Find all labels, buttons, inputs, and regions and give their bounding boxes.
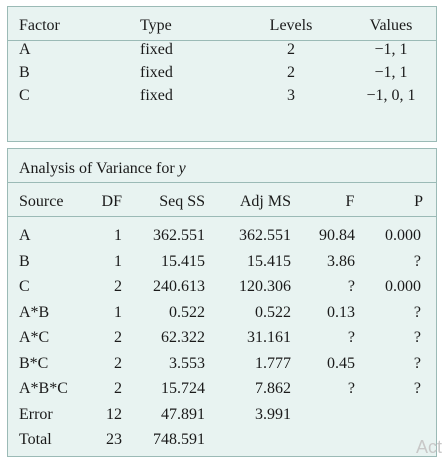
anova-row-2-df: 2 [114, 278, 122, 295]
anova-title-variable: y [178, 160, 186, 177]
anova-row-3-adj-ms: 0.522 [255, 303, 291, 321]
anova-title: Analysis of Variance for y [19, 159, 186, 179]
anova-row-8-seq-ss: 748.591 [153, 431, 205, 448]
anova-row-6-adj-ms: 7.862 [255, 380, 291, 397]
anova-header-f: F [345, 193, 355, 210]
factor-row-0-levels: 2 [287, 41, 295, 58]
anova-row-1-p: ? [413, 252, 421, 270]
anova-row-7-source: Error [19, 405, 53, 423]
anova-row-7-df: 12 [106, 405, 122, 423]
anova-row-6-f: ? [347, 380, 355, 397]
factor-header-type: Type [140, 17, 172, 34]
anova-row-0-adj-ms: 362.551 [239, 227, 291, 244]
anova-header-df: DF [101, 193, 122, 210]
anova-row-4-source: A*C [19, 329, 50, 346]
anova-row-1-f: 3.86 [327, 252, 355, 270]
anova-row-2-p: 0.000 [385, 278, 421, 295]
watermark-text: Acti [415, 437, 442, 457]
anova-row-3-p: ? [413, 303, 421, 321]
anova-row-8-source: Total [19, 431, 52, 448]
anova-row-2-seq-ss: 240.613 [153, 278, 205, 295]
anova-row-1-df: 1 [114, 252, 122, 270]
anova-row-6-p: ? [413, 380, 421, 397]
anova-row-2-adj-ms: 120.306 [239, 278, 291, 295]
anova-row-4-seq-ss: 62.322 [161, 329, 205, 346]
factor-row-1-levels: 2 [287, 64, 295, 81]
anova-row-1-source: B [19, 252, 30, 270]
factor-row-1-factor: B [19, 64, 30, 81]
anova-row-3-df: 1 [114, 303, 122, 321]
factor-row-0-factor: A [19, 41, 31, 58]
anova-header-adj-ms: Adj MS [239, 193, 291, 210]
anova-row-0-p: 0.000 [385, 227, 421, 244]
anova-row-0-seq-ss: 362.551 [153, 227, 205, 244]
factor-row-1-values: −1, 1 [374, 64, 408, 81]
anova-header-source: Source [19, 193, 64, 210]
anova-row-5-p: ? [413, 354, 421, 372]
factor-row-0-values: −1, 1 [374, 41, 408, 58]
anova-row-2-f: ? [347, 278, 355, 295]
factor-row-2-levels: 3 [287, 87, 295, 104]
anova-row-4-p: ? [413, 329, 421, 346]
factor-header-factor: Factor [19, 17, 60, 34]
factor-row-2-factor: C [19, 87, 30, 104]
anova-header-p: P [414, 193, 423, 210]
anova-row-5-f: 0.45 [327, 354, 355, 372]
anova-row-6-source: A*B*C [19, 380, 68, 397]
factor-row-2-type: fixed [140, 87, 173, 104]
anova-row-6-seq-ss: 15.724 [161, 380, 205, 397]
anova-header-divider [8, 216, 436, 217]
anova-row-5-source: B*C [19, 354, 49, 372]
anova-row-5-df: 2 [114, 354, 122, 372]
factor-row-0-type: fixed [140, 41, 173, 58]
anova-row-3-source: A*B [19, 303, 50, 321]
anova-row-5-adj-ms: 1.777 [255, 354, 291, 372]
anova-row-4-df: 2 [114, 329, 122, 346]
factor-header-values: Values [369, 17, 413, 34]
anova-row-0-df: 1 [114, 227, 122, 244]
anova-row-7-seq-ss: 47.891 [161, 405, 205, 423]
factor-header-divider [8, 40, 436, 41]
anova-row-6-df: 2 [114, 380, 122, 397]
anova-row-3-f: 0.13 [327, 303, 355, 321]
anova-row-7-adj-ms: 3.991 [255, 405, 291, 423]
anova-row-3-seq-ss: 0.522 [169, 303, 205, 321]
anova-header-seq-ss: Seq SS [159, 193, 205, 210]
anova-panel: Analysis of Variance for y Source DF Seq S… [7, 148, 437, 457]
anova-row-4-adj-ms: 31.161 [247, 329, 291, 346]
anova-title-prefix: Analysis of Variance for [19, 160, 179, 177]
anova-title-divider [8, 182, 436, 183]
factor-row-2-values: −1, 0, 1 [366, 87, 416, 104]
factor-row-1-type: fixed [140, 64, 173, 81]
anova-row-5-seq-ss: 3.553 [169, 354, 205, 372]
anova-row-0-f: 90.84 [319, 227, 355, 244]
factor-header-levels: Levels [269, 17, 313, 34]
anova-row-8-df: 23 [106, 431, 122, 448]
anova-row-1-seq-ss: 15.415 [161, 252, 205, 270]
anova-row-2-source: C [19, 278, 30, 295]
anova-row-0-source: A [19, 227, 31, 244]
anova-row-4-f: ? [347, 329, 355, 346]
anova-row-1-adj-ms: 15.415 [247, 252, 291, 270]
